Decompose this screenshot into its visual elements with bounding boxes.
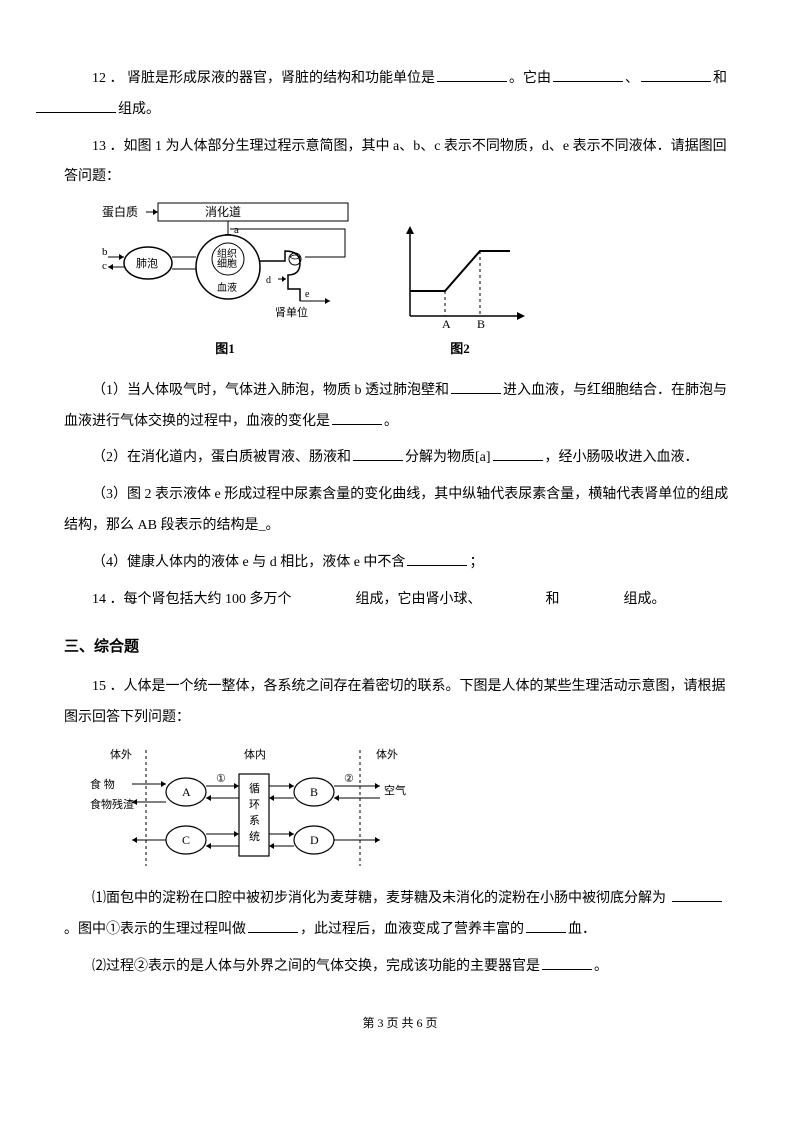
blank [332,410,382,425]
blank [526,918,566,933]
q13-p1: （1）当人体吸气时，气体进入肺泡，物质 b 透过肺泡壁和进入血液，与红细胞结合．… [64,376,736,438]
svg-text:B: B [310,785,318,799]
fig1-label: 图1 [215,335,235,364]
q13-p2: （2）在消化道内，蛋白质被胃液、肠液和分解为物质[a]，经小肠吸收进入血液． [64,443,736,474]
svg-text:D: D [310,833,319,847]
svg-text:体内: 体内 [244,747,266,761]
q15-intro: 15 ．人体是一个统一整体，各系统之间存在着密切的联系。下图是人体的某些生理活动… [64,672,736,734]
page-footer: 第 3 页 共 6 页 [64,1010,736,1036]
blank [641,67,711,82]
q15-p2: ⑵过程②表示的是人体与外界之间的气体交换，完成该功能的主要器官是。 [64,952,736,983]
svg-text:体外: 体外 [376,747,398,761]
svg-text:c: c [102,260,107,272]
svg-text:肺泡: 肺泡 [136,256,158,270]
blank [451,379,501,394]
q13-intro: 13 ．如图 1 为人体部分生理过程示意简图，其中 a、b、c 表示不同物质，d… [64,132,736,194]
svg-text:蛋白质: 蛋白质 [102,204,138,219]
svg-text:B: B [477,317,485,331]
svg-text:d: d [266,275,271,286]
blank [484,589,544,603]
blank [562,589,622,603]
svg-text:食物残渣: 食物残渣 [90,797,134,811]
svg-text:b: b [102,246,108,258]
q13-p4: （4）健康人体内的液体 e 与 d 相比，液体 e 中不含； [64,548,736,579]
svg-text:A: A [182,785,191,799]
blank [248,918,298,933]
svg-text:循: 循 [249,782,260,795]
figure-1: 消化道 蛋白质 a 肺泡 b c 组织 细胞 [100,201,350,364]
q12-t3: 、 [625,71,639,86]
blank [353,446,403,461]
figure-2: A B 图2 [390,221,530,364]
q13-num: 13 ． [92,139,124,154]
q14: 14 ．每个肾包括大约 100 多万个组成，它由肾小球、和组成。 [64,585,736,616]
svg-text:统: 统 [249,830,260,843]
svg-text:环: 环 [249,799,260,811]
figure-3: 体外 体内 体外 食 物 食物残渣 A C 循 环 系 统 ① [84,744,736,874]
q12-t2: 。它由 [509,71,551,86]
svg-text:细胞: 细胞 [217,257,237,270]
svg-text:C: C [182,833,190,847]
section-3-title: 三、综合题 [64,631,736,664]
svg-text:空气: 空气 [384,783,406,797]
blank [294,589,354,603]
q12-t1: 肾脏是形成尿液的器官，肾脏的结构和功能单位是 [127,71,435,86]
q15-p1: ⑴面包中的淀粉在口腔中被初步消化为麦芽糖，麦芽糖及未消化的淀粉在小肠中被彻底分解… [64,884,736,946]
q12: 12 ． 肾脏是形成尿液的器官，肾脏的结构和功能单位是 。它由 、 和 组成。 [64,64,736,126]
q14-num: 14 ． [92,592,124,607]
q12-t4: 和 [713,71,727,86]
q15-num: 15 ． [92,679,124,694]
svg-text:肾单位: 肾单位 [275,305,308,319]
svg-text:体外: 体外 [110,747,132,761]
svg-text:血液: 血液 [217,281,237,294]
svg-text:②: ② [344,773,354,785]
svg-text:①: ① [216,773,226,785]
svg-text:a: a [234,224,239,236]
q13-p3: （3）图 2 表示液体 e 形成过程中尿素含量的变化曲线，其中纵轴代表尿素含量，… [64,480,736,542]
svg-text:e: e [305,289,310,300]
svg-text:食 物: 食 物 [90,777,115,791]
blank [407,551,467,566]
svg-text:A: A [442,317,451,331]
blank [553,67,623,82]
blank [493,446,543,461]
blank [437,67,507,82]
blank [542,955,592,970]
blank [672,887,722,902]
q12-t5: 组成。 [118,102,160,117]
svg-text:消化道: 消化道 [205,205,241,219]
figure-row: 消化道 蛋白质 a 肺泡 b c 组织 细胞 [100,201,736,364]
svg-text:系: 系 [249,814,260,827]
fig2-label: 图2 [450,335,470,364]
blank [36,98,116,113]
q13-intro-text: 如图 1 为人体部分生理过程示意简图，其中 a、b、c 表示不同物质，d、e 表… [64,139,727,185]
q12-num: 12 ． [92,71,124,86]
